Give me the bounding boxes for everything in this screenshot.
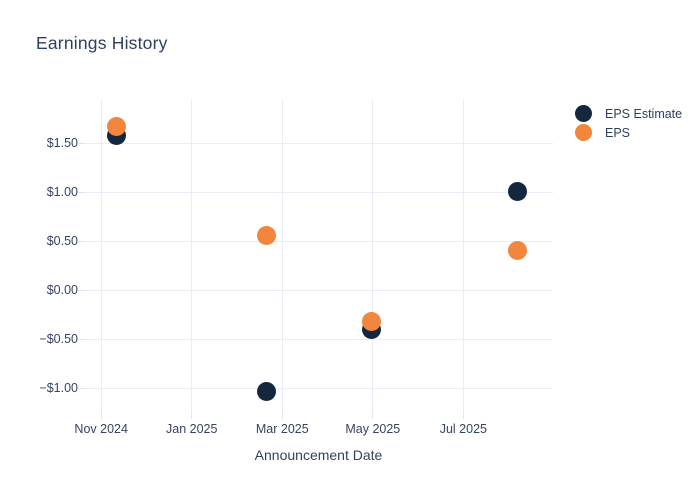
gridline-y — [84, 289, 553, 291]
y-tick-label: −$0.50 — [39, 332, 78, 347]
chart-title: Earnings History — [36, 33, 168, 53]
x-tick-label: May 2025 — [345, 422, 401, 436]
gridline-y — [84, 142, 553, 144]
x-tick-label: Mar 2025 — [255, 422, 309, 436]
y-tick-label: −$1.00 — [39, 381, 78, 396]
legend: EPS Estimate EPS — [575, 104, 682, 142]
y-tick-mark — [78, 289, 84, 291]
data-point-eps[interactable] — [106, 116, 126, 136]
x-tick-mark — [281, 413, 283, 419]
y-tick-label: $0.00 — [46, 283, 78, 298]
y-tick-label: $0.50 — [46, 234, 78, 249]
y-tick-label: $1.00 — [46, 185, 78, 200]
legend-item-eps[interactable]: EPS — [575, 123, 682, 142]
data-point-eps-estimate[interactable] — [256, 381, 276, 401]
y-tick-mark — [78, 387, 84, 389]
gridline-x — [100, 100, 102, 413]
eps-estimate-marker-icon — [575, 105, 592, 122]
gridline-y — [84, 191, 553, 193]
y-tick-mark — [78, 240, 84, 242]
gridline-y — [84, 240, 553, 242]
gridline-x — [372, 100, 374, 413]
data-point-eps[interactable] — [507, 240, 527, 260]
y-tick-label: $1.50 — [46, 136, 78, 151]
gridline-x — [281, 100, 283, 413]
gridline-y — [84, 338, 553, 340]
eps-marker-icon — [575, 124, 592, 141]
gridline-x — [191, 100, 193, 413]
data-point-eps-estimate[interactable] — [507, 181, 527, 201]
y-tick-mark — [78, 338, 84, 340]
y-tick-mark — [78, 191, 84, 193]
x-tick-label: Nov 2024 — [74, 422, 128, 436]
x-tick-mark — [191, 413, 193, 419]
legend-item-eps-estimate[interactable]: EPS Estimate — [575, 104, 682, 123]
x-tick-mark — [372, 413, 374, 419]
x-tick-label: Jul 2025 — [439, 422, 487, 436]
data-point-eps[interactable] — [256, 225, 276, 245]
x-tick-mark — [462, 413, 464, 419]
legend-label-eps: EPS — [605, 125, 631, 140]
y-tick-mark — [78, 142, 84, 144]
x-axis-title: Announcement Date — [254, 447, 383, 463]
x-tick-mark — [100, 413, 102, 419]
x-tick-label: Jan 2025 — [166, 422, 218, 436]
data-point-eps[interactable] — [361, 312, 381, 332]
gridline-x — [462, 100, 464, 413]
legend-label-eps-estimate: EPS Estimate — [605, 106, 683, 121]
gridline-y — [84, 387, 553, 389]
